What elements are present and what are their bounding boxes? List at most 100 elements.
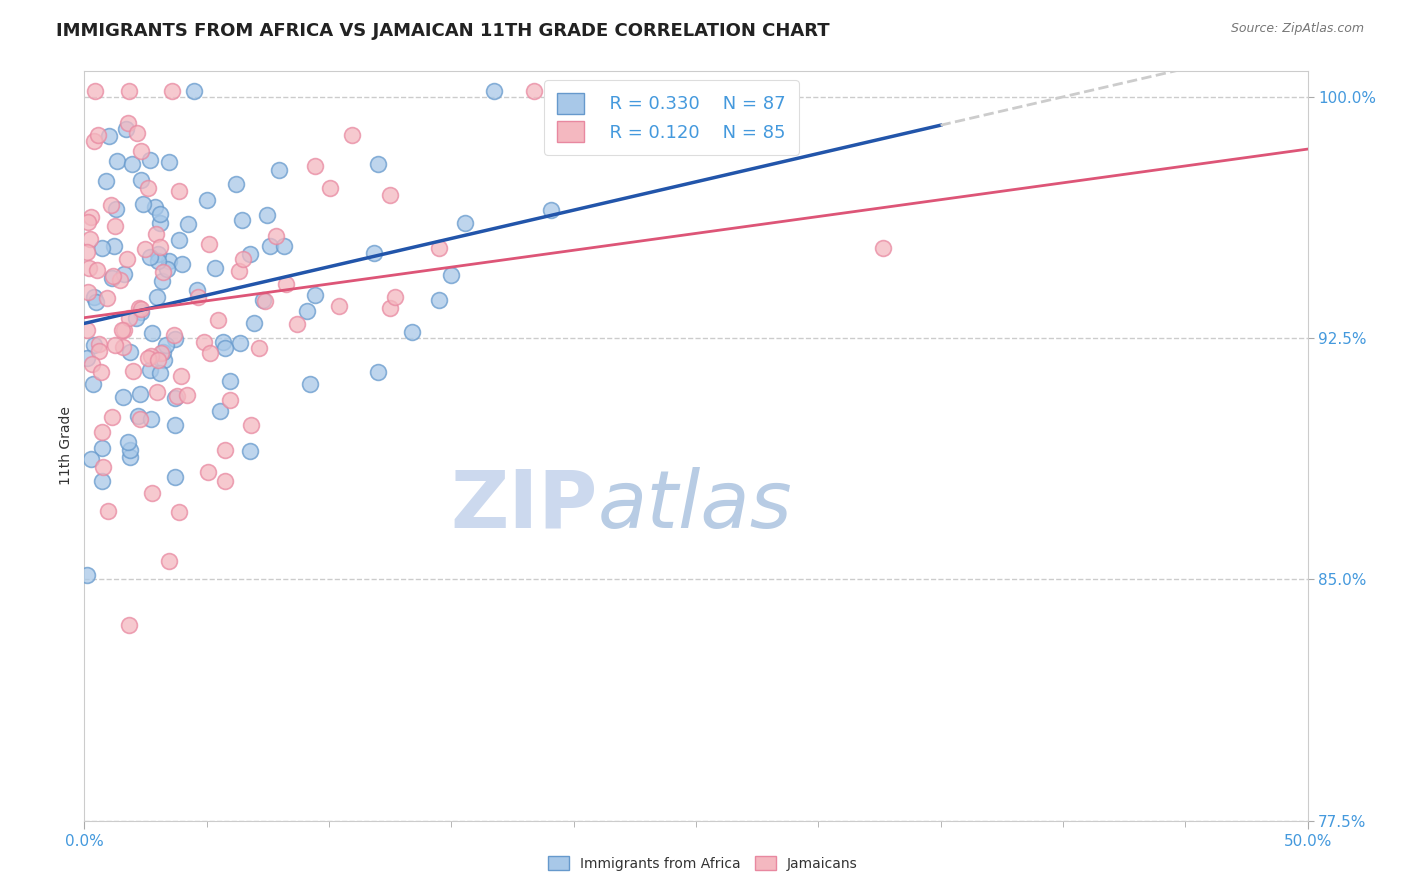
Point [163,470,186,484]
Point [167,505,190,519]
Point [129,144,152,158]
Point [200,346,222,360]
Point [163,332,186,346]
Point [214,474,236,488]
Point [146,290,169,304]
Point [170,369,193,384]
Point [427,241,450,255]
Point [149,239,172,253]
Point [163,418,186,433]
Point [104,219,127,233]
Point [111,390,134,404]
Point [872,241,894,255]
Point [163,328,186,343]
Point [136,351,159,365]
Point [129,387,152,401]
Point [80,210,103,224]
Point [149,207,172,221]
Point [141,486,163,500]
Point [319,181,342,195]
Point [225,177,247,191]
Point [440,268,463,282]
Point [384,290,406,304]
Point [219,374,242,388]
Point [120,450,142,464]
Point [247,341,270,355]
Point [239,247,262,261]
Point [212,335,235,350]
Point [243,316,266,330]
Point [134,242,156,256]
Legend: Immigrants from Africa, Jamaicans: Immigrants from Africa, Jamaicans [543,850,863,876]
Point [76,567,98,582]
Point [152,265,174,279]
Point [91,459,114,474]
Point [148,216,170,230]
Point [118,311,141,326]
Point [77,261,100,276]
Point [146,353,169,368]
Point [131,305,153,319]
Point [112,323,135,337]
Point [115,252,138,266]
Point [77,285,100,300]
Point [266,229,288,244]
Point [96,174,118,188]
Y-axis label: 11th Grade: 11th Grade [59,407,73,485]
Point [454,216,477,230]
Point [340,128,363,142]
Point [198,237,221,252]
Point [76,323,98,337]
Point [80,452,103,467]
Point [427,293,450,307]
Point [145,385,167,400]
Point [229,336,252,351]
Point [186,284,208,298]
Point [214,443,236,458]
Point [167,233,190,247]
Point [108,273,131,287]
Point [214,341,236,355]
Point [150,274,173,288]
Point [152,345,174,359]
Point [86,263,108,277]
Point [105,154,128,169]
Point [136,181,159,195]
Point [139,349,162,363]
Point [77,215,100,229]
Point [79,232,101,246]
Point [186,289,208,303]
Point [80,357,103,371]
Point [367,157,389,171]
Point [90,425,112,439]
Point [139,153,162,167]
Point [128,412,150,426]
Point [132,197,155,211]
Text: atlas: atlas [598,467,793,545]
Point [231,213,253,227]
Text: IMMIGRANTS FROM AFRICA VS JAMAICAN 11TH GRADE CORRELATION CHART: IMMIGRANTS FROM AFRICA VS JAMAICAN 11TH … [56,22,830,40]
Text: ZIP: ZIP [451,467,598,545]
Point [197,465,219,479]
Point [115,122,138,136]
Point [100,198,122,212]
Point [328,299,350,313]
Point [256,207,278,221]
Point [267,162,290,177]
Point [146,246,169,260]
Point [540,203,562,218]
Point [76,351,98,366]
Point [523,84,546,98]
Point [127,409,149,423]
Point [304,159,326,173]
Point [143,200,166,214]
Point [96,291,118,305]
Point [363,245,385,260]
Point [105,202,128,216]
Point [111,323,134,337]
Point [170,257,193,271]
Point [84,295,107,310]
Point [125,310,148,325]
Point [208,403,231,417]
Point [252,293,274,307]
